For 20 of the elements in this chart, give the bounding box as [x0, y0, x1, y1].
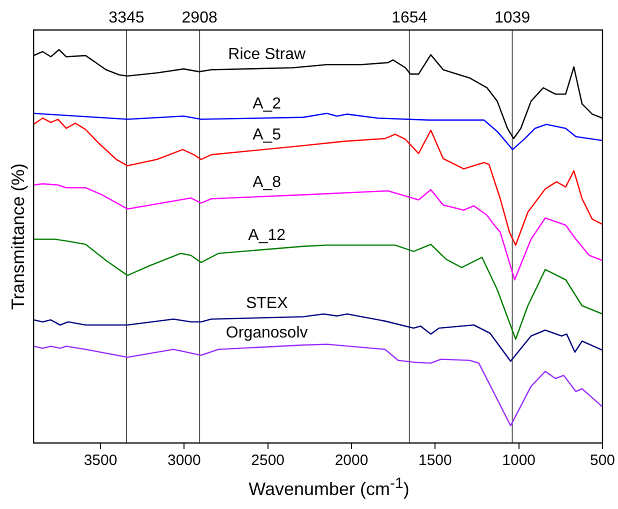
- x-tick-label: 3500: [84, 452, 118, 470]
- series-label: Organosolv: [226, 324, 308, 342]
- x-tick-label: 2500: [251, 452, 285, 470]
- ref-line-label: 2908: [182, 9, 218, 26]
- series-label: STEX: [246, 295, 288, 312]
- series-label: A_12: [248, 226, 286, 244]
- series-label: A_8: [252, 174, 282, 191]
- series-label: A_2: [252, 95, 282, 112]
- x-tick-label: 3000: [168, 452, 201, 470]
- series-label: A_5: [252, 126, 282, 144]
- y-axis-title: Transmittance (%): [8, 163, 28, 310]
- x-tick-label: 2000: [334, 452, 368, 470]
- x-tick-label: 1000: [502, 452, 536, 470]
- ref-line-label: 3345: [108, 9, 144, 26]
- ref-line-label: 1654: [392, 9, 428, 26]
- x-tick-label: 1500: [418, 452, 452, 470]
- x-axis-title: Wavenumber (cm$^{-1}$): [248, 475, 410, 500]
- x-tick-label: 500: [590, 452, 615, 470]
- ref-line-label: 1039: [494, 9, 530, 26]
- series-label: Rice Straw: [228, 46, 306, 63]
